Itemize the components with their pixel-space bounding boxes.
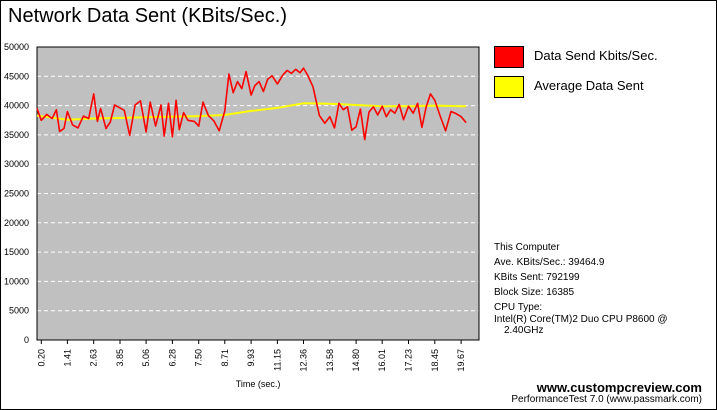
x-tick-label: 12.36 [298,349,308,372]
y-tick-label: 40000 [4,101,29,111]
x-tick-label: 18.45 [430,349,440,372]
legend-swatch-yellow [494,76,524,98]
y-tick-label: 20000 [4,218,29,228]
info-cpu-label: CPU Type: [494,302,543,313]
footer-product: PerformanceTest 7.0 (www.passmark.com) [511,394,702,405]
y-tick-label: 50000 [4,42,29,52]
info-average: Ave. KBits/Sec.: 39464.9 [494,257,605,268]
x-tick-label: 7.50 [194,349,204,367]
legend-label: Average Data Sent [534,78,644,93]
x-tick-label: 5.06 [141,349,151,367]
y-tick-label: 5000 [9,306,29,316]
x-tick-label: 8.71 [220,349,230,367]
plot-border [36,46,480,341]
y-tick-label: 0 [24,335,29,345]
x-tick-label: 19.67 [456,349,466,372]
x-tick-label: 11.15 [272,349,282,371]
y-tick-label: 45000 [4,71,29,81]
info-block-size: Block Size: 16385 [494,287,575,298]
info-cpu-line1: Intel(R) Core(TM)2 Duo CPU P8600 @ [494,314,668,325]
x-tick-label: 6.28 [167,349,177,367]
legend-swatch-red [494,46,524,68]
y-tick-label: 25000 [4,189,29,199]
info-cpu-line2: 2.40GHz [504,325,544,336]
legend-label: Data Send Kbits/Sec. [534,48,658,63]
y-tick-label: 30000 [4,159,29,169]
x-tick-label: 16.01 [377,349,387,372]
x-tick-label: 9.93 [246,349,256,367]
info-bits-sent: KBits Sent: 792199 [494,272,580,283]
x-tick-label: 1.41 [62,349,72,367]
y-tick-label: 10000 [4,276,29,286]
chart-title: Network Data Sent (KBits/Sec.) [8,5,287,27]
y-tick-label: 35000 [4,130,29,140]
y-tick-label: 15000 [4,247,29,257]
x-axis-label: Time (sec.) [236,379,281,389]
footer-site: www.custompcreview.com [536,380,702,395]
series-line-average [36,102,467,121]
x-tick-label: 13.58 [325,349,335,372]
x-tick-label: 17.23 [403,349,413,372]
x-tick-label: 0.20 [36,349,46,367]
x-tick-label: 2.63 [89,349,99,367]
x-tick-label: 3.85 [115,349,125,367]
series-line-data-send [36,67,467,141]
info-header: This Computer [494,242,560,253]
x-tick-label: 14.80 [351,349,361,372]
